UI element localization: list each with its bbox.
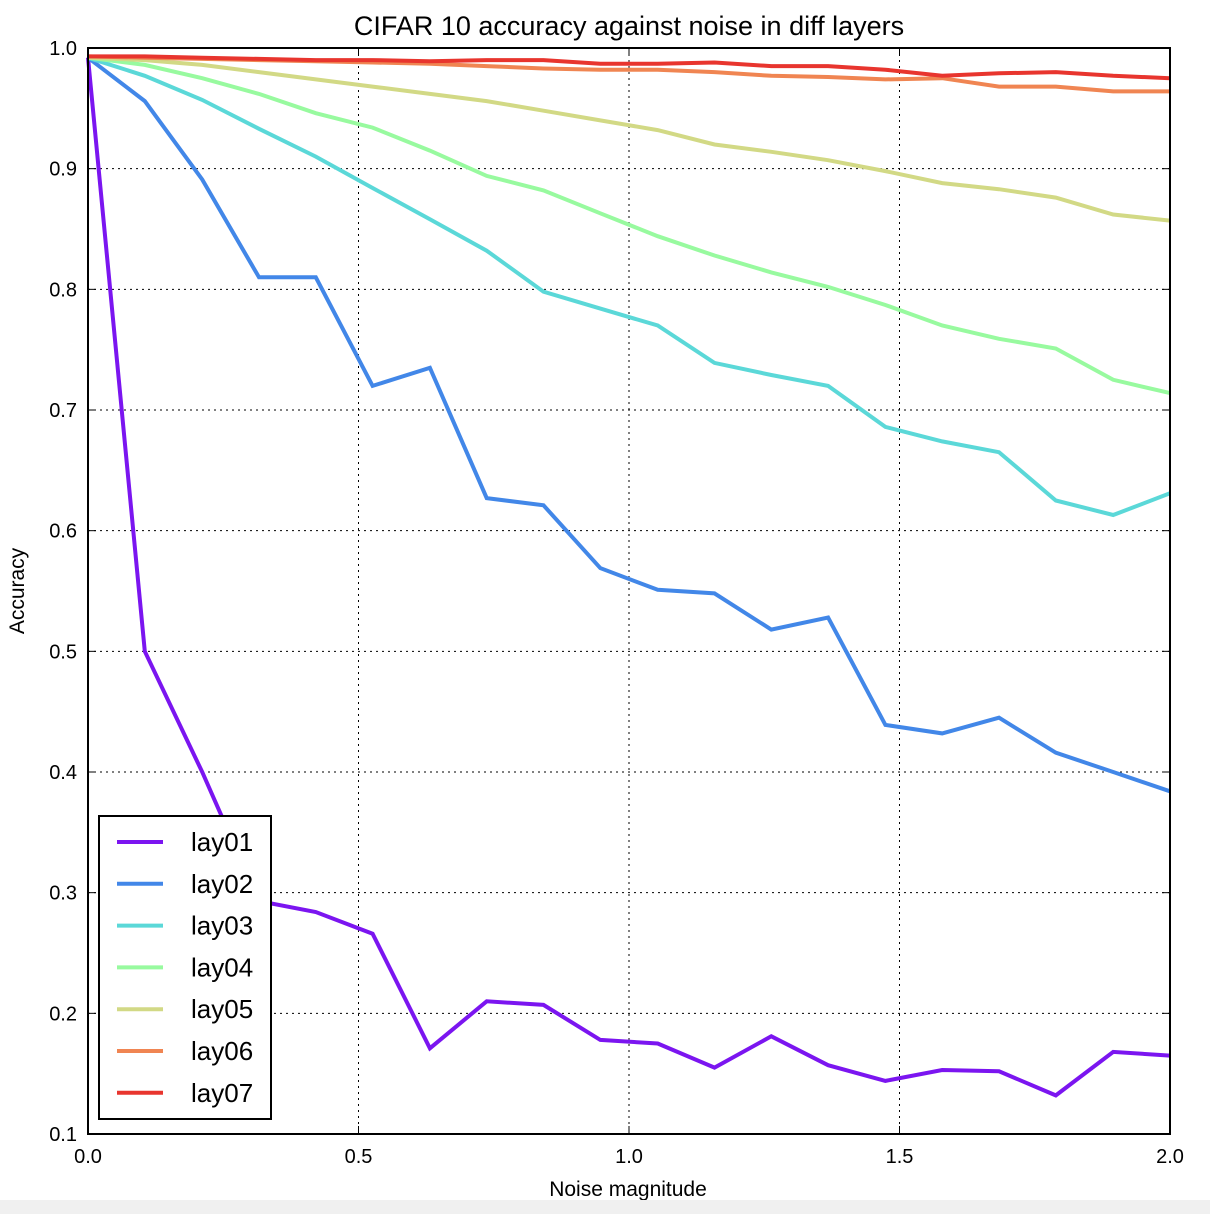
series-line-lay03 xyxy=(87,55,1171,518)
legend: lay01 lay02 lay03 lay04 lay05 lay06 lay07 xyxy=(98,815,272,1120)
x-axis-label: Noise magnitude xyxy=(549,1178,707,1201)
legend-label-lay06: lay06 xyxy=(191,1036,253,1066)
y-tick-label: 0.1 xyxy=(49,1124,77,1146)
series-line-lay07 xyxy=(88,54,1171,81)
x-tick-label: 0.5 xyxy=(345,1146,373,1168)
x-tick-label: 1.0 xyxy=(615,1146,643,1168)
y-tick-label: 0.6 xyxy=(49,521,77,543)
axis-ticks: 0.0 0.5 1.0 1.5 2.0 0.1 0.2 0.3 0.4 0.5 0.6 0.7 0.8 0… xyxy=(49,38,1184,1168)
legend-label-lay01: lay01 xyxy=(191,827,253,857)
legend-label-lay07: lay07 xyxy=(191,1078,253,1108)
legend-label-lay03: lay03 xyxy=(191,911,253,941)
y-axis-label: Accuracy xyxy=(6,547,29,634)
y-tick-label: 1.0 xyxy=(49,38,77,60)
series-layer xyxy=(86,54,1171,1098)
y-tick-label: 0.5 xyxy=(49,641,77,663)
series-line-lay04 xyxy=(87,55,1171,396)
series-line-lay02 xyxy=(86,56,1171,794)
legend-label-lay04: lay04 xyxy=(191,952,253,982)
legend-label-lay02: lay02 xyxy=(191,869,253,899)
y-tick-label: 0.2 xyxy=(49,1003,77,1025)
x-tick-label: 1.5 xyxy=(886,1146,914,1168)
y-tick-label: 0.4 xyxy=(49,762,77,784)
y-tick-label: 0.3 xyxy=(49,883,77,905)
y-tick-label: 0.9 xyxy=(49,159,77,181)
x-tick-label: 0.0 xyxy=(74,1146,102,1168)
window-bottom-edge xyxy=(0,1200,1210,1214)
y-tick-label: 0.7 xyxy=(49,400,77,422)
series-line-lay05 xyxy=(87,55,1171,223)
x-tick-label: 2.0 xyxy=(1156,1146,1184,1168)
chart-title: CIFAR 10 accuracy against noise in diff … xyxy=(354,11,904,41)
legend-label-lay05: lay05 xyxy=(191,994,253,1024)
y-tick-label: 0.8 xyxy=(49,279,77,301)
